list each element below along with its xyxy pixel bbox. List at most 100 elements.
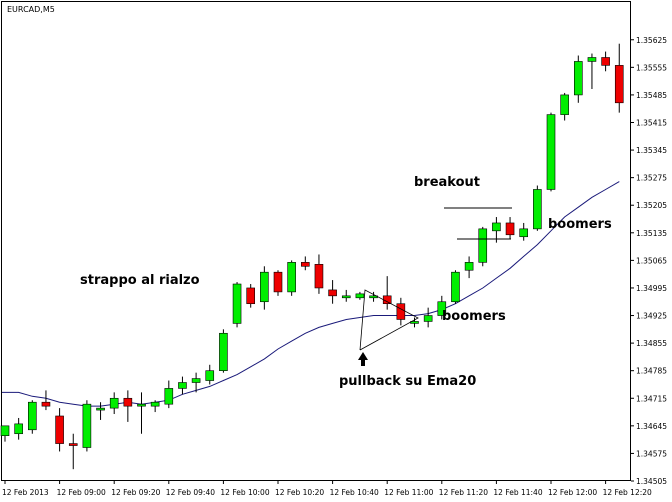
candle-body — [560, 94, 569, 115]
candle-body — [314, 264, 324, 289]
candle-body — [587, 57, 597, 62]
candle — [451, 270, 460, 304]
candle-body — [478, 228, 488, 263]
y-tick-label: 1.35625 — [636, 36, 667, 45]
candle-body — [14, 423, 23, 435]
candle — [150, 400, 160, 413]
candle — [464, 256, 474, 279]
candle-body — [41, 401, 51, 407]
candle — [0, 425, 10, 442]
candle — [273, 270, 283, 296]
candle — [246, 284, 255, 308]
candle-body — [164, 388, 174, 405]
y-tick-label: 1.34785 — [636, 367, 667, 376]
candle-body — [437, 301, 447, 316]
candle — [328, 280, 337, 304]
candle-body — [341, 295, 351, 299]
candle — [382, 276, 392, 310]
x-tick-label: 12 Feb 10:40 — [330, 488, 379, 497]
candle — [41, 390, 51, 411]
candle — [287, 260, 296, 296]
annotation-boomers2: boomers — [548, 217, 612, 232]
candle — [82, 400, 92, 452]
candle — [260, 266, 269, 310]
y-tick-label: 1.35065 — [636, 256, 667, 265]
x-tick-label: 12 Feb 2013 — [2, 488, 49, 497]
candle — [341, 289, 351, 302]
candle-body — [614, 65, 624, 104]
candle — [478, 226, 488, 267]
candle-body — [232, 283, 242, 324]
x-tick-label: 12 Feb 09:20 — [111, 488, 160, 497]
candle-body — [328, 289, 337, 297]
x-tick-label: 12 Feb 10:00 — [220, 488, 269, 497]
x-tick-label: 12 Feb 11:40 — [493, 488, 542, 497]
annotation-pullback: pullback su Ema20 — [339, 374, 476, 389]
annotation-boomers1: boomers — [442, 309, 506, 324]
candle-body — [300, 262, 310, 267]
y-tick-label: 1.34995 — [636, 284, 667, 293]
candle-body — [150, 401, 160, 407]
candle-body — [519, 228, 529, 238]
x-tick-label: 12 Feb 09:00 — [57, 488, 106, 497]
candle-body — [27, 401, 37, 431]
candle — [191, 372, 201, 393]
candle — [587, 53, 597, 90]
candle — [355, 291, 365, 300]
candle-body — [260, 271, 269, 303]
y-tick-label: 1.35205 — [636, 201, 667, 210]
y-tick-label: 1.35135 — [636, 229, 667, 238]
candle — [546, 112, 556, 192]
candle — [205, 364, 215, 385]
candle — [14, 417, 23, 440]
candle-body — [178, 382, 187, 389]
candle — [232, 282, 242, 328]
y-tick-label: 1.34855 — [636, 339, 667, 348]
candle — [55, 408, 64, 452]
ema20-line — [2, 181, 620, 407]
candle-body — [246, 287, 255, 305]
candle — [560, 92, 569, 121]
x-tick-label: 12 Feb 11:00 — [384, 488, 433, 497]
candle — [68, 433, 78, 470]
candle-body — [0, 425, 10, 436]
candle-body — [191, 378, 201, 383]
candle — [533, 185, 542, 231]
candle-body — [492, 222, 501, 232]
annotation-drawings — [358, 207, 512, 366]
candle-body — [573, 61, 583, 96]
plot-frame — [1, 1, 631, 481]
candle — [300, 256, 310, 271]
candle — [396, 297, 406, 326]
candle-body — [55, 415, 64, 444]
x-tick-label: 12 Feb 12:00 — [548, 488, 597, 497]
candle-body — [464, 262, 474, 271]
candle — [505, 217, 515, 239]
candle-body — [123, 397, 133, 407]
candle — [123, 390, 133, 422]
candle-body — [273, 271, 283, 293]
y-tick-label: 1.35345 — [636, 146, 667, 155]
candle — [492, 217, 501, 243]
candle-body — [396, 303, 406, 320]
y-tick-label: 1.34575 — [636, 449, 667, 458]
candle-body — [601, 57, 610, 66]
candle — [423, 307, 433, 328]
up-arrow-icon — [358, 352, 368, 366]
candle-body — [68, 443, 78, 446]
candle — [178, 376, 187, 395]
x-tick-label: 12 Feb 10:20 — [275, 488, 324, 497]
candle — [109, 392, 119, 415]
candle-body — [533, 189, 542, 230]
candle-body — [205, 370, 215, 381]
y-tick-label: 1.34715 — [636, 394, 667, 403]
candle-body — [82, 403, 92, 448]
y-tick-label: 1.35485 — [636, 91, 667, 100]
candle — [410, 317, 419, 328]
candle — [314, 254, 324, 294]
candle-body — [96, 407, 105, 411]
candle — [96, 402, 105, 420]
x-tick-label: 12 Feb 12:20 — [603, 488, 652, 497]
candle — [437, 295, 447, 320]
